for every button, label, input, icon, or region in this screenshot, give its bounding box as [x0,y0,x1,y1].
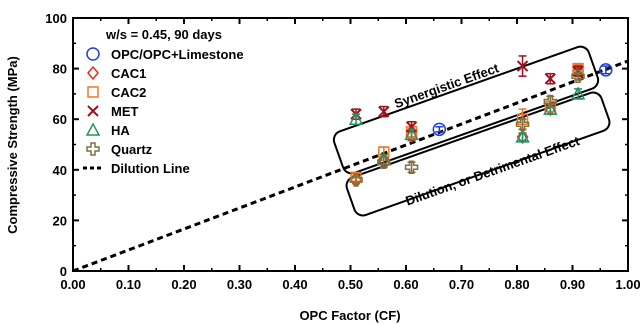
legend-label: Quartz [111,142,153,157]
y-tick-label: 20 [53,213,67,228]
synergistic-effect-label: Synergistic Effect [392,60,501,111]
x-tick-label: 1.00 [615,277,640,292]
legend-label: Dilution Line [111,161,190,176]
x-tick-label: 0.30 [227,277,252,292]
legend-label: CAC1 [111,66,146,81]
legend-marker [87,124,99,135]
y-tick-label: 100 [45,11,67,26]
legend: w/s = 0.45, 90 days OPC/OPC+Limestone CAC… [83,27,244,176]
legend-label: CAC2 [111,85,146,100]
synergistic-region-box [331,44,600,176]
x-axis-title: OPC Factor (CF) [299,308,400,323]
x-tick-label: 0.00 [60,277,85,292]
legend-label: OPC/OPC+Limestone [111,47,244,62]
x-tick-label: 0.10 [116,277,141,292]
legend-marker [87,143,99,155]
y-tick-label: 0 [60,264,67,279]
y-tick-label: 80 [53,62,67,77]
series-quartz [350,70,584,186]
y-axis-title: Compressive Strength (MPa) [5,56,20,234]
x-tick-label: 0.60 [393,277,418,292]
y-tick-label: 60 [53,112,67,127]
legend-label: HA [111,123,130,138]
legend-marker [88,87,98,97]
legend-title: w/s = 0.45, 90 days [105,27,222,42]
x-tick-label: 0.80 [504,277,529,292]
x-tick-label: 0.40 [282,277,307,292]
legend-label: MET [111,104,139,119]
y-tick-label: 40 [53,163,67,178]
legend-marker [88,106,98,116]
legend-marker [88,67,98,79]
x-tick-label: 0.70 [449,277,474,292]
x-tick-label: 0.50 [338,277,363,292]
dilution-effect-label: Dilution, or Detrimental Effect [404,133,583,209]
x-tick-label: 0.90 [560,277,585,292]
legend-marker [87,48,99,60]
x-tick-label: 0.20 [171,277,196,292]
